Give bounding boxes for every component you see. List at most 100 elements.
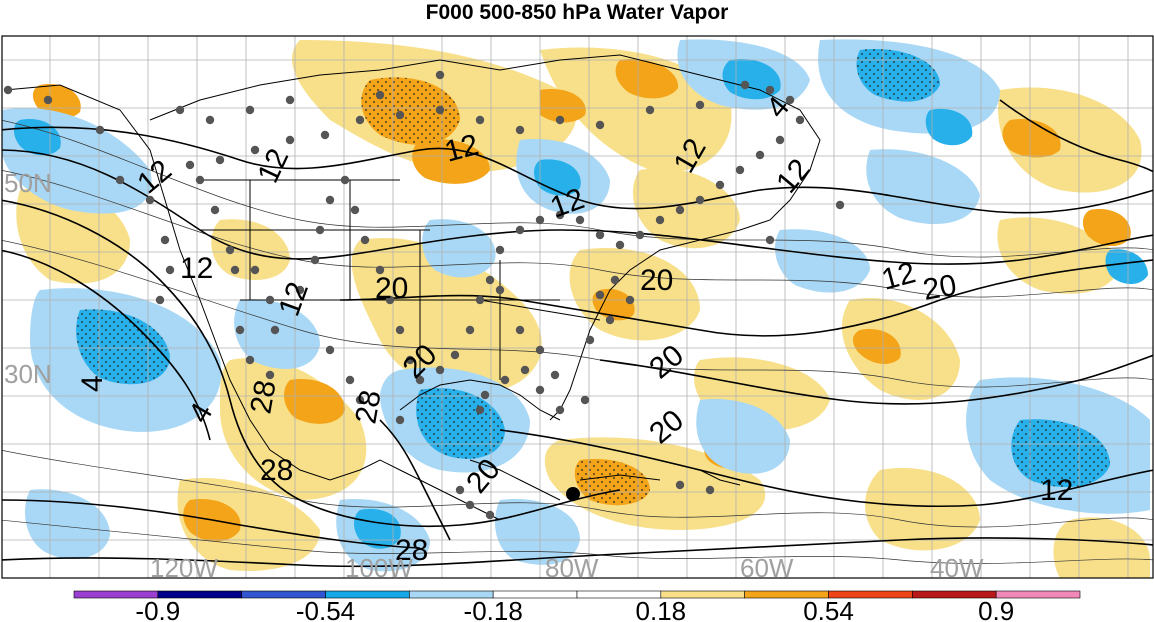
station-dot	[355, 395, 365, 405]
station-dot	[765, 235, 775, 245]
station-markers	[3, 70, 845, 520]
station-dot	[675, 480, 685, 490]
station-dot	[595, 290, 605, 300]
contour-label: 12	[1040, 474, 1073, 507]
station-dot	[555, 405, 565, 415]
station-dot	[295, 285, 305, 295]
station-dot	[395, 415, 405, 425]
station-dot	[555, 210, 565, 220]
station-dot	[250, 265, 260, 275]
station-dot	[515, 325, 525, 335]
station-dot	[655, 215, 665, 225]
station-dot	[520, 365, 530, 375]
station-dot	[705, 485, 715, 495]
coastlines-and-borders	[4, 54, 821, 521]
station-dot	[535, 215, 545, 225]
station-dot	[755, 150, 765, 160]
station-dot	[605, 315, 615, 325]
map-frame	[1, 35, 1154, 579]
colorbar-ticks: -0.9 -0.54 -0.18 0.18 0.54 0.9	[135, 596, 1014, 622]
station-dot	[265, 370, 275, 380]
station-dot	[555, 115, 565, 125]
station-dot	[535, 345, 545, 355]
station-dot	[265, 295, 275, 305]
map-title: F000 500-850 hPa Water Vapor	[425, 1, 729, 24]
station-dot	[480, 390, 490, 400]
station-dot	[595, 230, 605, 240]
station-dot	[285, 135, 295, 145]
station-dot	[340, 175, 350, 185]
contour-label: 28	[244, 378, 282, 417]
station-dot	[270, 325, 280, 335]
station-dot	[535, 385, 545, 395]
station-dot	[785, 95, 795, 105]
station-dot	[345, 375, 355, 385]
contour-label: 20	[375, 272, 408, 305]
station-dot	[775, 135, 785, 145]
lon-label: 40W	[930, 553, 984, 583]
colorbar-tick-label: -0.18	[464, 596, 523, 622]
contour-label: 28	[260, 454, 293, 487]
station-dot	[375, 90, 385, 100]
station-dot	[495, 245, 505, 255]
station-dot	[210, 205, 220, 215]
station-dot	[325, 345, 335, 355]
station-dot	[695, 100, 705, 110]
contour-label: 20	[640, 264, 673, 297]
station-dot	[575, 215, 585, 225]
contour-label: 28	[349, 388, 387, 427]
station-dot	[515, 125, 525, 135]
colorbar-tick-label: -0.54	[296, 596, 355, 622]
station-dot	[435, 105, 445, 115]
colorbar-tick-label: 0.54	[803, 596, 854, 622]
station-dot	[435, 365, 445, 375]
lon-label: 120W	[150, 553, 218, 583]
station-dot	[115, 175, 125, 185]
station-dot	[580, 395, 590, 405]
station-dot	[145, 195, 155, 205]
station-dot	[315, 225, 325, 235]
station-dot	[185, 160, 195, 170]
station-dot	[405, 355, 415, 365]
specific-humidity-contours	[2, 99, 1153, 568]
station-dot	[495, 285, 505, 295]
station-dot	[450, 350, 460, 360]
station-dot	[635, 230, 645, 240]
lon-label: 80W	[545, 553, 599, 583]
station-dot	[160, 235, 170, 245]
station-dot	[235, 325, 245, 335]
station-dot	[675, 205, 685, 215]
station-dot	[285, 95, 295, 105]
colorbar-swatches	[73, 590, 1081, 599]
colorbar: -0.9 -0.54 -0.18 0.18 0.54 0.9	[73, 590, 1081, 622]
station-dot	[355, 115, 365, 125]
colorbar-swatch	[995, 590, 1081, 599]
station-dot	[475, 115, 485, 125]
station-dot	[485, 275, 495, 285]
lon-label: 100W	[345, 553, 413, 583]
station-dot	[195, 175, 205, 185]
contour-label: 4	[76, 375, 109, 392]
station-dot	[455, 485, 465, 495]
station-dot	[835, 200, 845, 210]
station-dot	[395, 325, 405, 335]
station-dot	[465, 325, 475, 335]
station-dot	[735, 165, 745, 175]
station-dot	[155, 295, 165, 305]
station-dot	[230, 265, 240, 275]
lon-label: 60W	[740, 553, 794, 583]
station-dot	[320, 130, 330, 140]
station-dot	[415, 375, 425, 385]
station-dot	[695, 195, 705, 205]
station-dot	[595, 120, 605, 130]
station-dot	[515, 225, 525, 235]
station-dot	[625, 295, 635, 305]
station-dot	[43, 95, 53, 105]
station-dot	[715, 180, 725, 190]
station-dot	[350, 205, 360, 215]
station-dot	[175, 105, 185, 115]
station-dot	[215, 155, 225, 165]
station-dot	[375, 265, 385, 275]
colorbar-tick-label: 0.9	[978, 596, 1014, 622]
lat-label: 30N	[4, 359, 52, 389]
